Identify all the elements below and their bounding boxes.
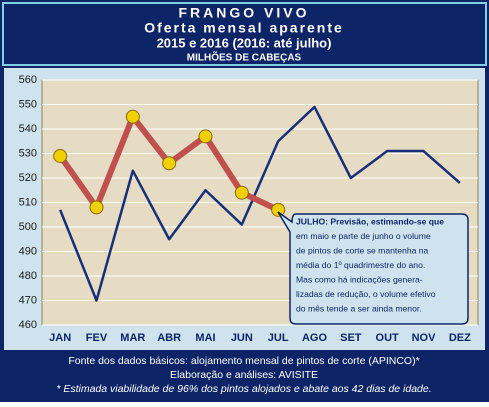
- x-tick-label: OUT: [376, 332, 400, 344]
- y-tick-label: 480: [19, 270, 37, 282]
- header: [2, 2, 487, 66]
- y-tick-label: 530: [19, 147, 37, 159]
- y-tick-label: 500: [19, 221, 37, 233]
- y-tick-label: 490: [19, 245, 37, 257]
- y-tick-label: 540: [19, 123, 37, 135]
- annotation-box: [277, 211, 469, 325]
- x-tick-label: NOV: [412, 332, 437, 344]
- y-tick-label: 460: [19, 319, 37, 331]
- x-tick-label: ABR: [157, 332, 181, 344]
- chart-title: FRANGO VIVO: [178, 5, 309, 21]
- annotation: do mês tende a ser ainda menor.: [296, 303, 422, 313]
- y-tick-label: 520: [19, 172, 37, 184]
- footer: Elaboração e análises: AVISITE: [170, 369, 318, 381]
- x-tick-label: FEV: [86, 332, 108, 344]
- marker: [53, 148, 68, 163]
- y-tick-label: 550: [19, 98, 37, 110]
- annotation: média do 1º quadrimestre do ano.: [296, 260, 425, 270]
- x-tick-label: AGO: [302, 332, 328, 344]
- marker: [162, 156, 177, 171]
- x-tick-label: SET: [340, 332, 362, 344]
- y-axis-label: MILHÕES DE CABEÇAS: [187, 51, 302, 64]
- subtitle: 2015 e 2016 (2016: até julho): [157, 35, 332, 50]
- y-tick-label: 560: [19, 74, 37, 86]
- x-tick-label: JAN: [49, 332, 71, 344]
- marker: [125, 109, 140, 124]
- x-tick-label: DEZ: [449, 332, 471, 344]
- x-tick-label: MAI: [195, 332, 215, 344]
- annotation: lizadas de redução, o volume efetivo: [296, 289, 436, 299]
- marker: [271, 202, 286, 217]
- annotation: em maio e parte de junho o volume: [296, 231, 431, 241]
- y-tick-label: 470: [19, 294, 37, 306]
- annotation: JULHO: Previsão, estimando-se que: [296, 216, 444, 226]
- marker: [198, 129, 213, 144]
- subtitle: Oferta mensal aparente: [144, 20, 344, 36]
- x-tick-label: JUN: [231, 332, 253, 344]
- marker: [89, 200, 104, 215]
- x-tick-label: MAR: [120, 332, 145, 344]
- footer: Fonte dos dados básicos: alojamento mens…: [68, 355, 419, 367]
- x-tick-label: JUL: [268, 332, 289, 344]
- annotation: de pintos de corte se mantenha na: [296, 245, 429, 255]
- annotation: Mas como há indicações genera-: [296, 274, 423, 284]
- line: [59, 105, 461, 302]
- y-tick-label: 510: [19, 196, 37, 208]
- footer: * Estimada viabilidade de 96% dos pintos…: [56, 383, 431, 395]
- marker: [234, 185, 249, 200]
